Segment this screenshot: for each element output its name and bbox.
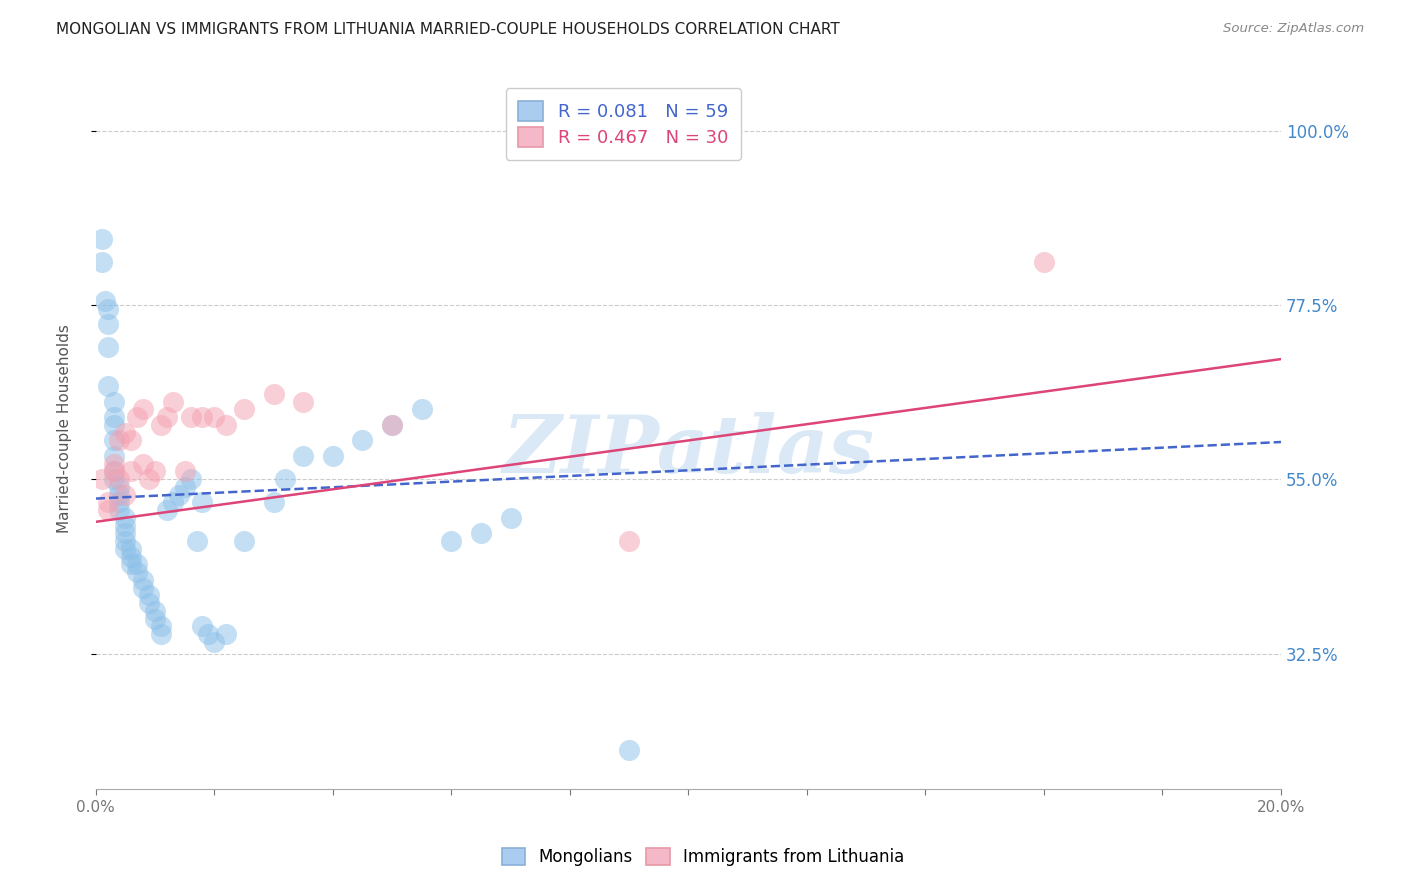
Point bbox=[143, 612, 166, 626]
Point bbox=[180, 472, 202, 486]
Point bbox=[108, 480, 131, 494]
Point bbox=[274, 472, 297, 486]
Point bbox=[120, 549, 142, 564]
Point bbox=[149, 619, 172, 633]
Point bbox=[103, 410, 125, 425]
Point bbox=[103, 449, 125, 463]
Point bbox=[114, 526, 136, 541]
Point bbox=[215, 417, 238, 432]
Point bbox=[97, 317, 120, 331]
Point bbox=[114, 511, 136, 525]
Point bbox=[191, 495, 214, 509]
Point bbox=[232, 534, 254, 549]
Point bbox=[322, 449, 344, 463]
Point bbox=[411, 402, 433, 417]
Point bbox=[191, 410, 214, 425]
Point bbox=[156, 410, 179, 425]
Point bbox=[149, 627, 172, 641]
Point bbox=[232, 402, 254, 417]
Point bbox=[167, 488, 190, 502]
Point bbox=[114, 488, 136, 502]
Point bbox=[470, 526, 492, 541]
Point bbox=[180, 410, 202, 425]
Point bbox=[97, 301, 120, 316]
Point bbox=[103, 457, 125, 471]
Point bbox=[120, 541, 142, 556]
Point bbox=[292, 449, 315, 463]
Point bbox=[132, 457, 155, 471]
Point bbox=[617, 534, 640, 549]
Point bbox=[352, 434, 374, 448]
Point bbox=[173, 480, 195, 494]
Point bbox=[108, 434, 131, 448]
Point bbox=[114, 425, 136, 440]
Y-axis label: Married-couple Households: Married-couple Households bbox=[58, 325, 72, 533]
Point bbox=[108, 503, 131, 517]
Point bbox=[97, 341, 120, 355]
Point bbox=[202, 410, 225, 425]
Point bbox=[132, 581, 155, 595]
Point bbox=[120, 465, 142, 479]
Point bbox=[114, 518, 136, 533]
Point bbox=[197, 627, 219, 641]
Point bbox=[108, 495, 131, 509]
Point bbox=[103, 472, 125, 486]
Point bbox=[120, 434, 142, 448]
Point bbox=[143, 465, 166, 479]
Point bbox=[143, 604, 166, 618]
Point bbox=[132, 573, 155, 587]
Point bbox=[108, 488, 131, 502]
Point bbox=[103, 465, 125, 479]
Point bbox=[127, 410, 149, 425]
Point bbox=[90, 472, 112, 486]
Point bbox=[90, 255, 112, 269]
Point bbox=[263, 387, 285, 401]
Point bbox=[186, 534, 208, 549]
Point bbox=[97, 503, 120, 517]
Point bbox=[114, 541, 136, 556]
Point bbox=[149, 417, 172, 432]
Point bbox=[381, 417, 404, 432]
Point bbox=[1032, 255, 1054, 269]
Point bbox=[120, 558, 142, 572]
Point bbox=[97, 379, 120, 393]
Point bbox=[108, 472, 131, 486]
Point bbox=[93, 293, 115, 308]
Point bbox=[103, 465, 125, 479]
Point bbox=[202, 635, 225, 649]
Point bbox=[499, 511, 522, 525]
Point bbox=[617, 743, 640, 757]
Point bbox=[132, 402, 155, 417]
Point bbox=[162, 495, 184, 509]
Point bbox=[138, 472, 160, 486]
Point bbox=[292, 394, 315, 409]
Point bbox=[156, 503, 179, 517]
Point bbox=[90, 232, 112, 246]
Point bbox=[114, 534, 136, 549]
Point bbox=[103, 417, 125, 432]
Point bbox=[97, 495, 120, 509]
Point bbox=[138, 589, 160, 603]
Point bbox=[381, 417, 404, 432]
Legend: Mongolians, Immigrants from Lithuania: Mongolians, Immigrants from Lithuania bbox=[495, 841, 911, 873]
Text: Source: ZipAtlas.com: Source: ZipAtlas.com bbox=[1223, 22, 1364, 36]
Point bbox=[103, 394, 125, 409]
Point bbox=[263, 495, 285, 509]
Point bbox=[162, 394, 184, 409]
Point bbox=[173, 465, 195, 479]
Point bbox=[138, 596, 160, 610]
Point bbox=[191, 619, 214, 633]
Point bbox=[127, 558, 149, 572]
Point bbox=[127, 565, 149, 579]
Point bbox=[440, 534, 463, 549]
Legend: R = 0.081   N = 59, R = 0.467   N = 30: R = 0.081 N = 59, R = 0.467 N = 30 bbox=[506, 88, 741, 160]
Text: MONGOLIAN VS IMMIGRANTS FROM LITHUANIA MARRIED-COUPLE HOUSEHOLDS CORRELATION CHA: MONGOLIAN VS IMMIGRANTS FROM LITHUANIA M… bbox=[56, 22, 839, 37]
Text: ZIPatlas: ZIPatlas bbox=[502, 412, 875, 489]
Point bbox=[215, 627, 238, 641]
Point bbox=[103, 434, 125, 448]
